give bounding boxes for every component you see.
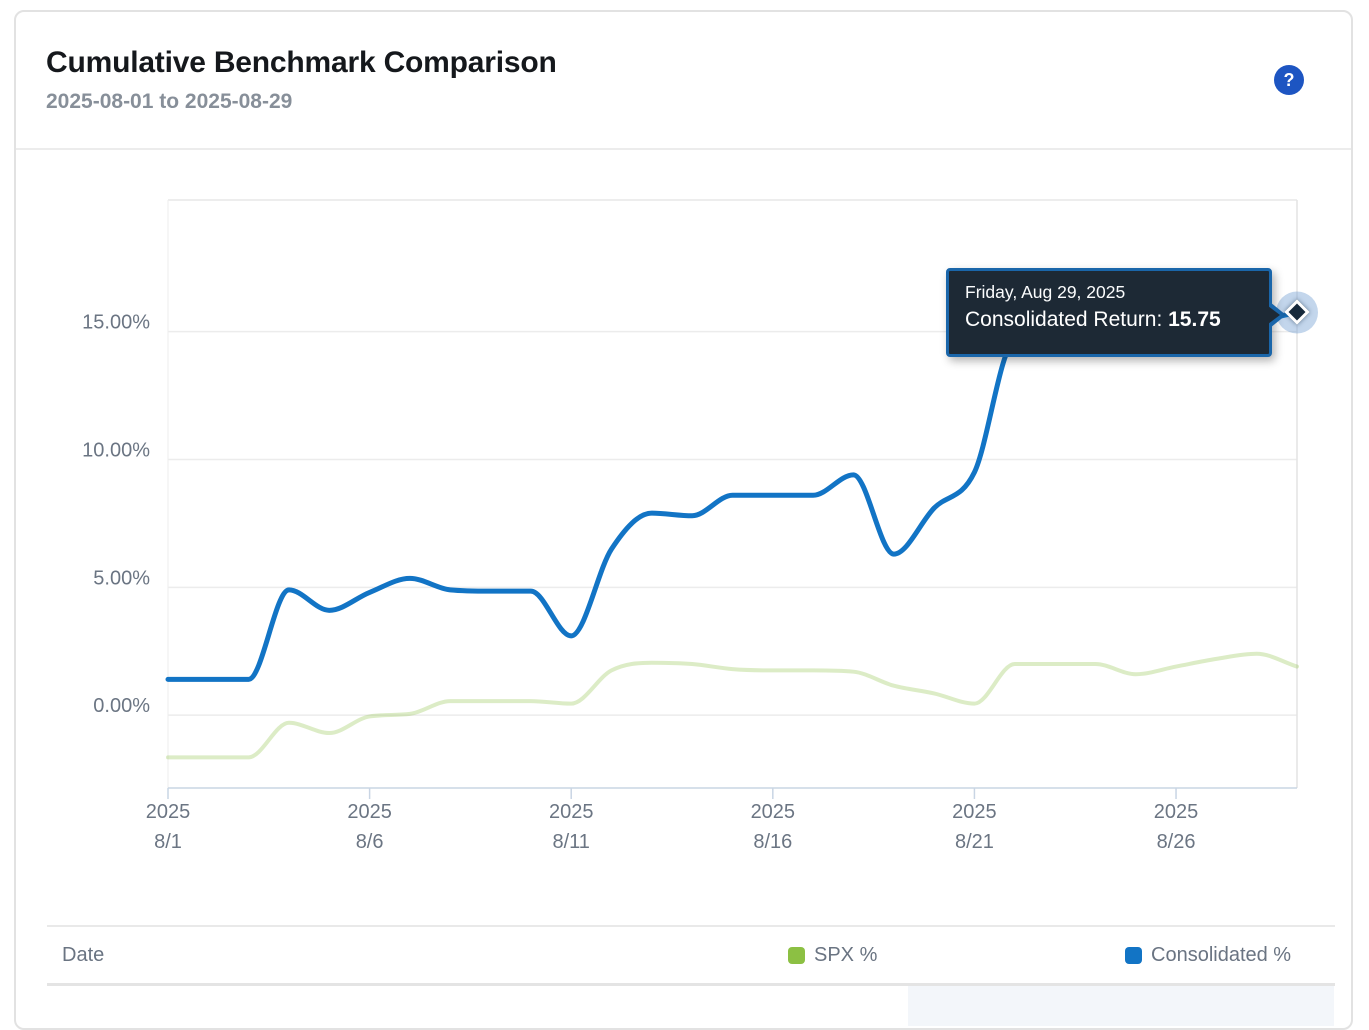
consolidated-series-swatch-icon xyxy=(1125,946,1142,964)
header-divider xyxy=(16,148,1351,150)
column-header-spx[interactable]: SPX % xyxy=(788,943,877,967)
svg-text:15.00%: 15.00% xyxy=(82,312,150,334)
column-header-consolidated[interactable]: Consolidated % xyxy=(1125,943,1291,967)
svg-text:8/21: 8/21 xyxy=(955,831,994,853)
table-top-divider xyxy=(47,925,1335,927)
svg-text:2025: 2025 xyxy=(751,801,796,823)
svg-text:2025: 2025 xyxy=(549,801,594,823)
page-title: Cumulative Benchmark Comparison xyxy=(46,46,557,79)
svg-text:0.00%: 0.00% xyxy=(93,695,150,717)
svg-text:2025: 2025 xyxy=(1154,801,1199,823)
help-button[interactable]: ? xyxy=(1274,65,1304,95)
svg-text:8/16: 8/16 xyxy=(753,831,792,853)
svg-text:2025: 2025 xyxy=(347,801,392,823)
svg-text:8/11: 8/11 xyxy=(552,831,589,853)
tooltip-value-line: Consolidated Return: 15.75 xyxy=(965,308,1221,331)
date-range-subtitle: 2025-08-01 to 2025-08-29 xyxy=(46,90,293,113)
column-header-date[interactable]: Date xyxy=(62,943,105,966)
svg-text:2025: 2025 xyxy=(952,801,997,823)
svg-text:8/1: 8/1 xyxy=(154,831,182,853)
svg-text:10.00%: 10.00% xyxy=(82,439,150,461)
svg-text:2025: 2025 xyxy=(146,801,191,823)
question-mark-icon: ? xyxy=(1283,69,1295,90)
tooltip-date: Friday, Aug 29, 2025 xyxy=(965,282,1126,302)
svg-text:8/6: 8/6 xyxy=(356,831,384,853)
benchmark-card: Cumulative Benchmark Comparison 2025-08-… xyxy=(14,10,1353,1030)
chart-area[interactable]: 2025 8/1 2025 8/6 2025 8/11 2025 8/16 2025 8/21 20… xyxy=(16,150,1351,905)
consolidated-column-highlight xyxy=(908,986,1334,1026)
svg-text:5.00%: 5.00% xyxy=(93,567,150,589)
benchmark-line-chart: 2025 8/1 2025 8/6 2025 8/11 2025 8/16 2025 8/21 20… xyxy=(82,199,1318,853)
svg-text:8/26: 8/26 xyxy=(1157,831,1196,853)
table-header-divider xyxy=(47,983,1335,986)
chart-tooltip: Friday, Aug 29, 2025 Consolidated Return… xyxy=(946,268,1286,357)
spx-series-swatch-icon xyxy=(788,946,805,964)
